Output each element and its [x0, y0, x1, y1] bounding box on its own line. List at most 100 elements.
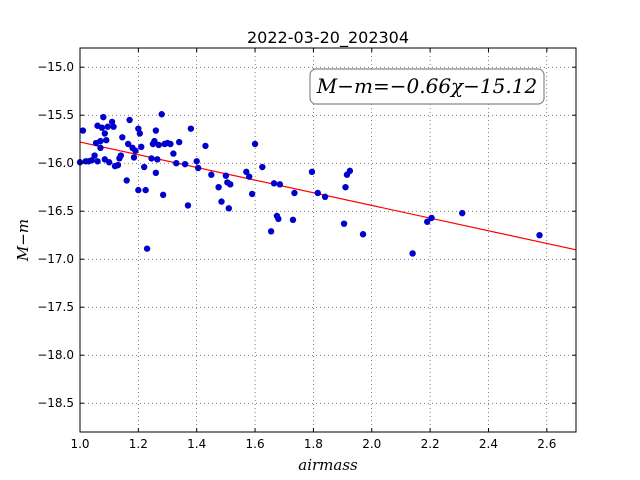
scatter-point [97, 144, 104, 152]
scatter-point [246, 173, 253, 180]
scatter-point [79, 127, 87, 134]
fit-annotation: M−m=−0.66χ−15.12 [309, 68, 545, 105]
x-axis-label: airmass [298, 456, 358, 474]
y-tick-label: −16.0 [37, 156, 74, 170]
y-tick-label: −17.5 [37, 300, 74, 314]
y-tick-label: −17.0 [37, 252, 74, 266]
scatter-point [321, 193, 329, 200]
scatter-point [142, 186, 149, 194]
scatter-point [97, 137, 104, 145]
scatter-point [98, 124, 106, 131]
x-tick-label: 1.4 [187, 437, 206, 451]
scatter-point [119, 134, 126, 141]
y-tick-label: −15.5 [37, 108, 74, 122]
scatter-point [222, 172, 230, 179]
grid [79, 48, 576, 432]
scatter-point [152, 169, 160, 176]
scatter-point [428, 214, 435, 222]
scatter-point [248, 190, 256, 198]
scatter-point [314, 189, 321, 197]
x-ticks: 1.0 1.2 1.4 1.6 1.8 2.0 2.2 2.4 2.6 [70, 48, 556, 451]
scatter-point [194, 164, 202, 172]
y-tick-label: −16.5 [37, 204, 74, 218]
scatter-point [135, 186, 142, 194]
y-tick-label: −18.0 [37, 348, 74, 362]
y-tick-label: −15.0 [37, 60, 74, 74]
scatter-point [110, 123, 117, 130]
scatter-point [243, 168, 250, 176]
scatter-point [132, 147, 139, 154]
x-tick-label: 2.0 [362, 437, 381, 451]
scatter-point [136, 130, 144, 137]
scatter-point [100, 113, 107, 121]
scatter-point [126, 116, 133, 124]
scatter-point [159, 191, 167, 199]
scatter-point [158, 111, 165, 118]
x-tick-label: 2.2 [421, 437, 440, 451]
scatter-point [459, 209, 466, 217]
scatter-point [173, 160, 180, 167]
scatter-point [267, 228, 275, 235]
scatter-point [154, 156, 161, 163]
scatter-point [289, 216, 297, 224]
scatter-point [101, 130, 109, 137]
y-tick-label: −18.5 [37, 396, 74, 410]
y-ticks: −15.0 −15.5 −16.0 −16.5 −17.0 −17.5 −18.0 −18.5 [37, 60, 576, 410]
scatter-point [104, 123, 111, 130]
chart-title: 2022-03-20_202304 [247, 28, 409, 48]
scatter-point [218, 198, 225, 205]
x-tick-label: 1.0 [70, 437, 89, 451]
x-tick-label: 1.8 [304, 437, 323, 451]
scatter-point [342, 184, 349, 191]
scatter-point [143, 245, 151, 252]
scatter-point [91, 152, 98, 159]
scatter-point [108, 118, 116, 126]
scatter-point [270, 180, 278, 187]
scatter-point [155, 141, 162, 149]
y-axis-label: M−m [14, 219, 32, 262]
scatter-point [259, 163, 266, 171]
scatter-point [184, 202, 192, 209]
scatter-point [193, 158, 200, 165]
x-tick-label: 1.6 [246, 437, 265, 451]
annotation-text: M−m=−0.66χ−15.12 [316, 74, 537, 98]
scatter-point [291, 189, 298, 197]
scatter-point [167, 140, 174, 148]
scatter-point [124, 140, 132, 148]
scatter-point [135, 125, 142, 132]
scatter-point [340, 220, 348, 227]
scatter-point [151, 137, 158, 145]
scatter-point [105, 159, 113, 166]
scatter-point [208, 171, 215, 178]
scatter-point [94, 158, 101, 165]
scatter-points [76, 111, 543, 257]
scatter-point [227, 181, 234, 188]
scatter-point [140, 163, 148, 171]
scatter-point [88, 157, 95, 164]
scatter-point [187, 125, 195, 132]
x-tick-label: 1.2 [129, 437, 148, 451]
scatter-point [276, 181, 284, 188]
scatter-point [225, 205, 232, 212]
scatter-point [103, 136, 110, 144]
scatter-point [536, 232, 543, 239]
scatter-point [148, 155, 155, 162]
scatter-point [215, 184, 222, 191]
scatter-point [202, 142, 209, 150]
scatter-point [176, 138, 183, 146]
scatter-point [409, 250, 416, 257]
scatter-point [359, 231, 367, 238]
x-tick-label: 2.6 [537, 437, 556, 451]
scatter-point [152, 127, 160, 134]
scatter-point [424, 218, 431, 225]
scatter-point [275, 215, 282, 223]
scatter-point [308, 168, 316, 176]
scatter-point [117, 152, 125, 159]
scatter-point [114, 161, 122, 169]
scatter-point [346, 167, 354, 175]
plot-frame [79, 47, 577, 433]
scatter-point [251, 140, 259, 148]
annotation-box [309, 68, 545, 105]
scatter-point [130, 154, 138, 161]
